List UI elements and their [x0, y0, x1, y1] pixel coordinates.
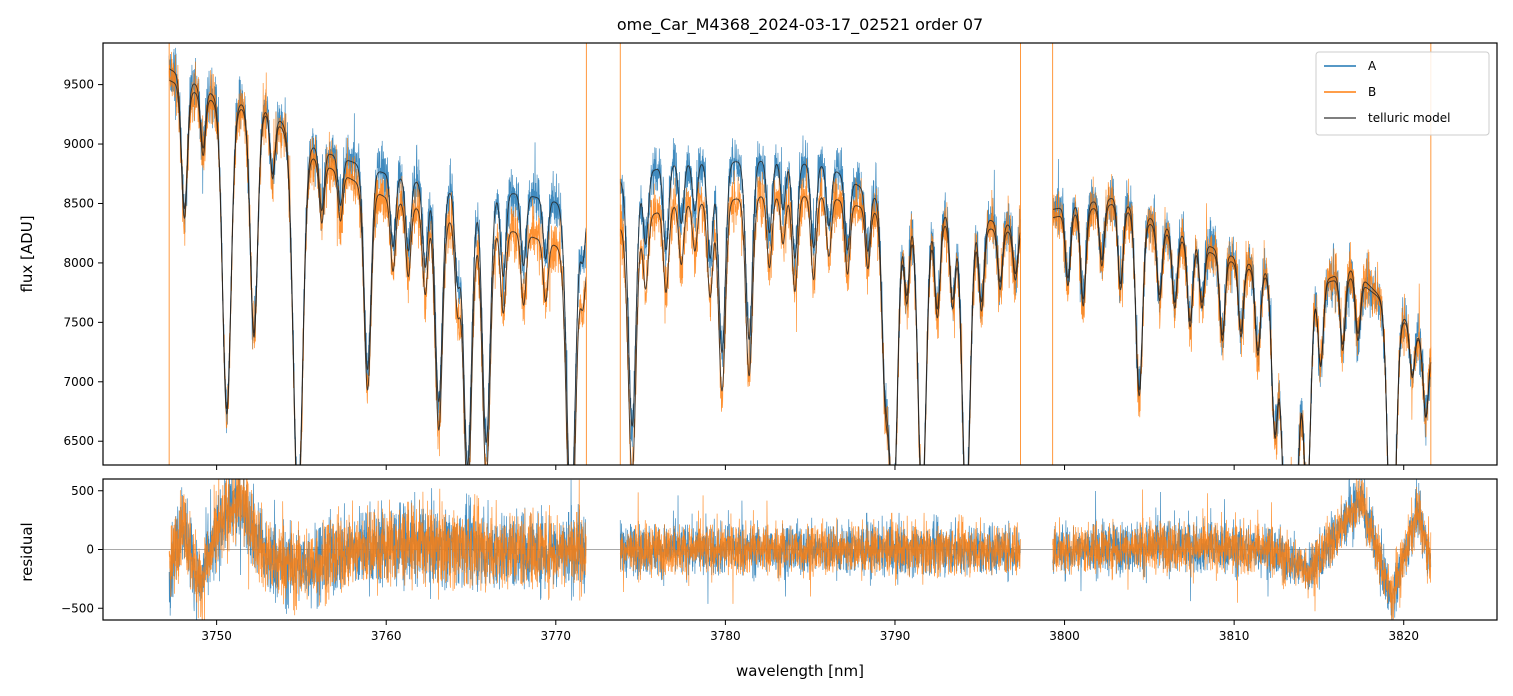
x-axis-label: wavelength [nm] — [736, 662, 864, 680]
legend-label-b: B — [1368, 85, 1376, 99]
residual-b-line — [619, 492, 1021, 604]
residual-y-axis-label: residual — [18, 522, 36, 581]
legend-label-telluric: telluric model — [1368, 111, 1450, 125]
x-tick-label: 3790 — [880, 629, 911, 643]
telluric-model-line — [619, 160, 1021, 465]
y-tick-label: 6500 — [63, 434, 94, 448]
y-tick-label: 9500 — [63, 78, 94, 92]
x-tick-label: 3820 — [1388, 629, 1419, 643]
legend: A B telluric model — [1315, 51, 1490, 136]
telluric-model-line — [168, 68, 587, 465]
residual-y-tick-label: 0 — [86, 543, 94, 557]
y-tick-label: 8000 — [63, 256, 94, 270]
telluric-model-line — [1052, 204, 1432, 465]
x-tick-label: 3800 — [1049, 629, 1080, 643]
y-tick-label: 9000 — [63, 137, 94, 151]
legend-box — [1315, 51, 1490, 136]
telluric-model-line — [168, 79, 587, 465]
residual-y-tick-label: 500 — [71, 484, 94, 498]
spectrum-axes-frame — [102, 42, 1498, 466]
x-tick-label: 3770 — [541, 629, 572, 643]
legend-label-a: A — [1368, 59, 1377, 73]
y-tick-label: 7000 — [63, 375, 94, 389]
y-tick-label: 7500 — [63, 315, 94, 329]
residual-b-line — [168, 479, 587, 620]
telluric-model-line — [619, 196, 1021, 465]
y-axis-label: flux [ADU] — [18, 215, 36, 292]
residual-y-tick-label: −500 — [61, 601, 94, 615]
x-tick-label: 3760 — [371, 629, 402, 643]
y-tick-label: 8500 — [63, 196, 94, 210]
residual-b-line — [1052, 479, 1432, 620]
x-tick-label: 3810 — [1219, 629, 1250, 643]
residual-panel: −500 0 500 3750 3760 3770 3780 3790 3800 3810 382… — [18, 478, 1498, 680]
telluric-model-line — [1052, 198, 1432, 465]
x-tick-label: 3750 — [201, 629, 232, 643]
chart-title: ome_Car_M4368_2024-03-17_02521 order 07 — [617, 15, 983, 35]
x-tick-label: 3780 — [710, 629, 741, 643]
